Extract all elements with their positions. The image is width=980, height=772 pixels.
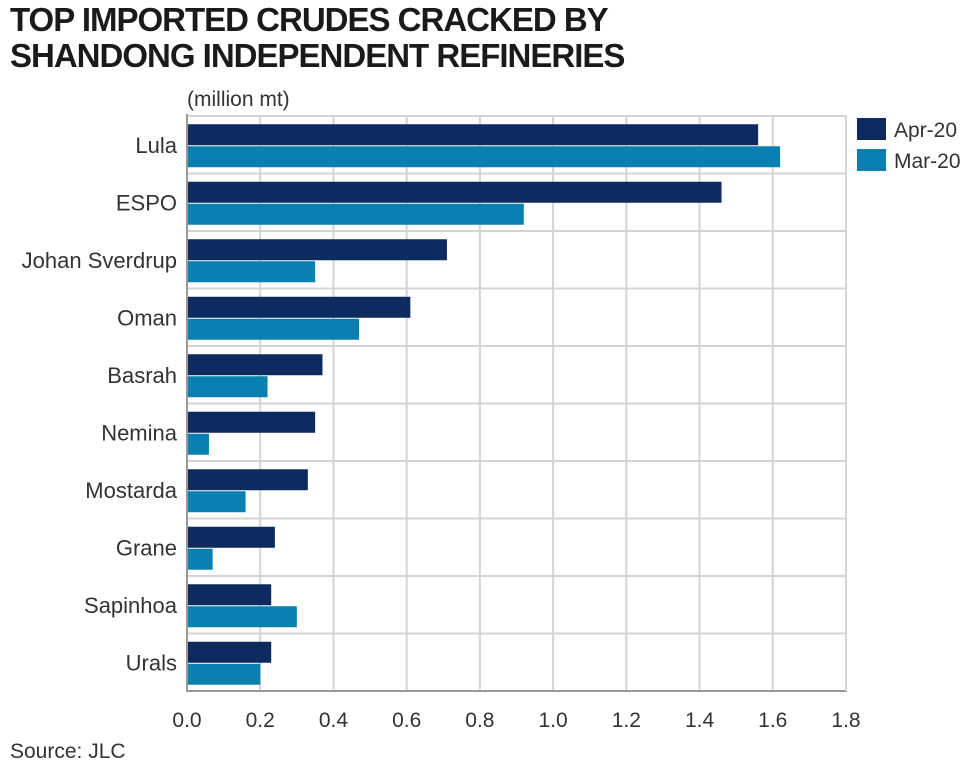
y-tick-label: Sapinhoa (84, 593, 178, 618)
x-tick-label: 0.8 (465, 709, 494, 732)
bar-mar-20-espo (187, 203, 524, 225)
y-tick-label: Urals (126, 650, 177, 675)
bar-apr-20-sapinhoa (187, 584, 272, 606)
y-tick-label: Grane (116, 535, 177, 560)
x-tick-label: 0.6 (392, 709, 421, 732)
y-tick-label: Mostarda (85, 478, 177, 503)
bar-apr-20-nemina (187, 411, 316, 433)
bar-mar-20-mostarda (187, 491, 246, 513)
y-tick-label: ESPO (116, 190, 177, 215)
x-tick-label: 1.2 (612, 709, 641, 732)
bar-apr-20-grane (187, 526, 275, 548)
y-tick-label: Lula (135, 133, 177, 158)
x-tick-label: 1.0 (539, 709, 568, 732)
bar-apr-20-mostarda (187, 469, 308, 491)
source-note: Source: JLC (10, 740, 126, 763)
bar-mar-20-basrah (187, 376, 268, 398)
chart-title: TOP IMPORTED CRUDES CRACKED BY SHANDONG … (10, 1, 625, 74)
bar-apr-20-basrah (187, 354, 323, 376)
bar-mar-20-oman (187, 318, 360, 340)
bar-mar-20-nemina (187, 433, 209, 455)
x-tick-label: 1.6 (758, 709, 787, 732)
bar-mar-20-urals (187, 663, 261, 685)
bar-apr-20-urals (187, 641, 272, 663)
y-tick-label: Nemina (101, 420, 178, 445)
y-tick-label: Johan Sverdrup (22, 248, 177, 273)
axes: 0.0 0.2 0.4 0.6 0.8 1.0 1.2 1.4 1.6 1.8 Lula ESPO Jo… (22, 114, 861, 732)
x-tick-label: 0.0 (172, 709, 201, 732)
legend-swatch (857, 118, 886, 140)
bar-mar-20-grane (187, 548, 213, 570)
x-tick-label: 0.2 (246, 709, 275, 732)
y-tick-label: Basrah (107, 363, 177, 388)
bar-apr-20-espo (187, 181, 722, 203)
bar-apr-20-oman (187, 296, 411, 318)
unit-label: (million mt) (187, 88, 290, 111)
y-tick-label: Oman (117, 305, 177, 330)
bars (187, 124, 781, 685)
bar-apr-20-lula (187, 124, 759, 146)
legend-swatch (857, 149, 886, 171)
bar-apr-20-johan-sverdrup (187, 239, 447, 261)
bar-mar-20-sapinhoa (187, 606, 297, 628)
x-tick-label: 1.8 (831, 709, 860, 732)
legend-label: Mar-20 (894, 150, 961, 173)
x-tick-label: 1.4 (685, 709, 715, 732)
legend-label: Apr-20 (894, 119, 957, 142)
x-tick-label: 0.4 (319, 709, 349, 732)
grid-lines (187, 115, 847, 692)
bar-mar-20-johan-sverdrup (187, 261, 316, 283)
legend: Apr-20 Mar-20 (848, 112, 980, 182)
bar-mar-20-lula (187, 146, 781, 168)
